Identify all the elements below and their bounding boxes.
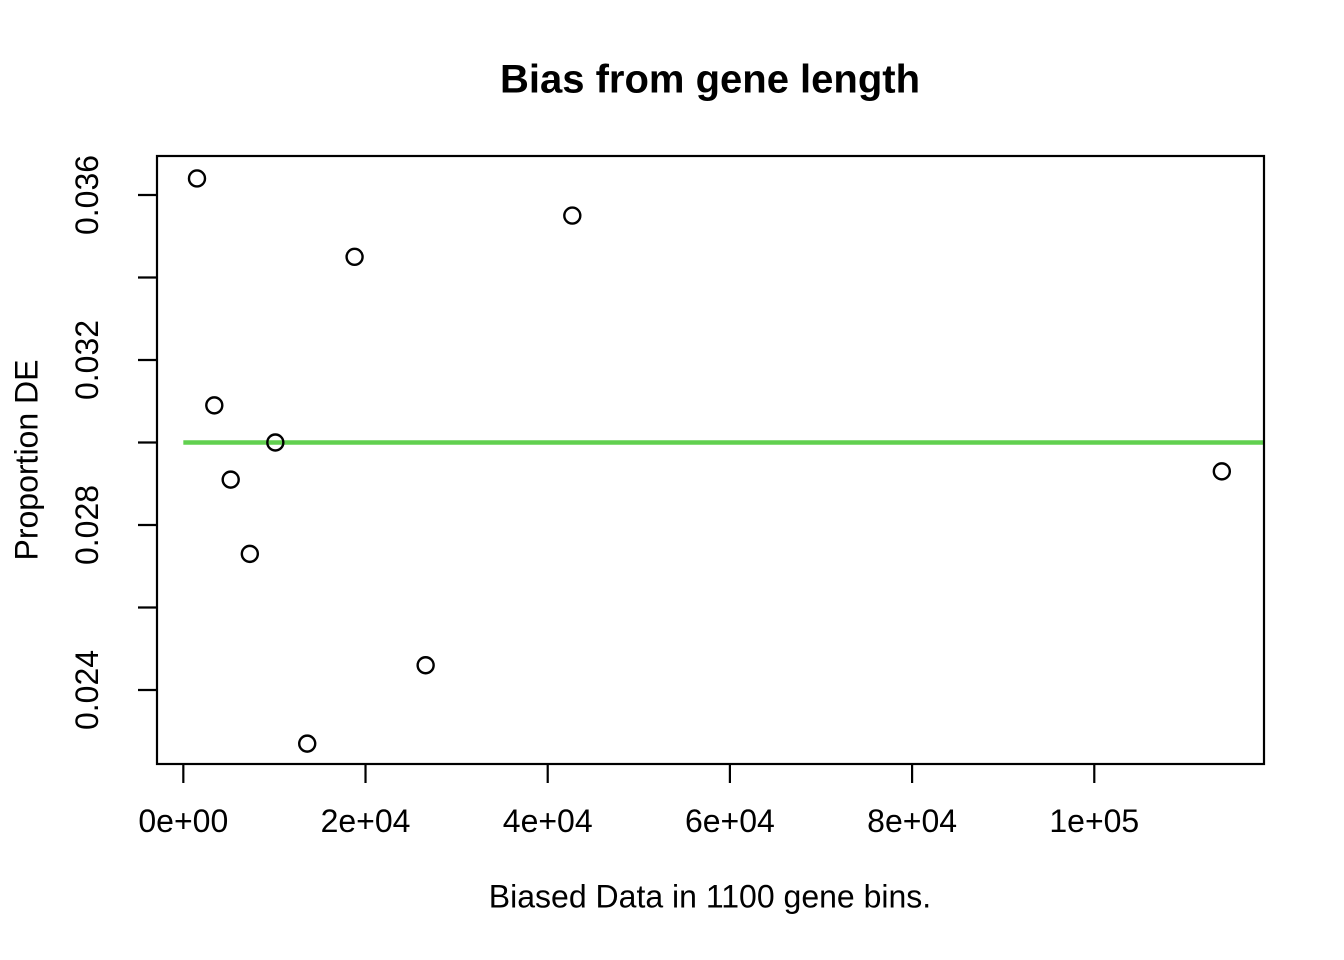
data-point <box>205 396 224 415</box>
y-axis-tick-label: 0.028 <box>69 485 105 565</box>
x-axis-tick-label: 4e+04 <box>503 803 593 839</box>
y-axis-tick-label: 0.024 <box>69 650 105 730</box>
data-point <box>266 433 285 452</box>
data-point <box>298 734 317 753</box>
data-point <box>240 544 260 564</box>
chart-title: Bias from gene length <box>499 57 921 102</box>
data-point <box>1212 462 1232 481</box>
data-point <box>221 470 240 489</box>
x-axis-label: Biased Data in 1100 gene bins. <box>488 878 932 915</box>
y-axis-tick-label: 0.032 <box>69 320 105 400</box>
x-axis-tick-label: 0e+00 <box>138 803 228 839</box>
x-axis-tick-label: 8e+04 <box>867 803 957 839</box>
data-point <box>345 247 364 267</box>
data-point <box>416 656 435 675</box>
data-point <box>187 169 207 188</box>
plot-box <box>155 154 1266 766</box>
y-axis-tick-label: 0.036 <box>69 155 105 235</box>
x-axis-tick-label: 1e+05 <box>1049 803 1139 839</box>
x-axis-tick-label: 6e+04 <box>685 803 775 839</box>
x-axis-tick-label: 2e+04 <box>321 803 411 839</box>
data-point <box>563 206 582 225</box>
